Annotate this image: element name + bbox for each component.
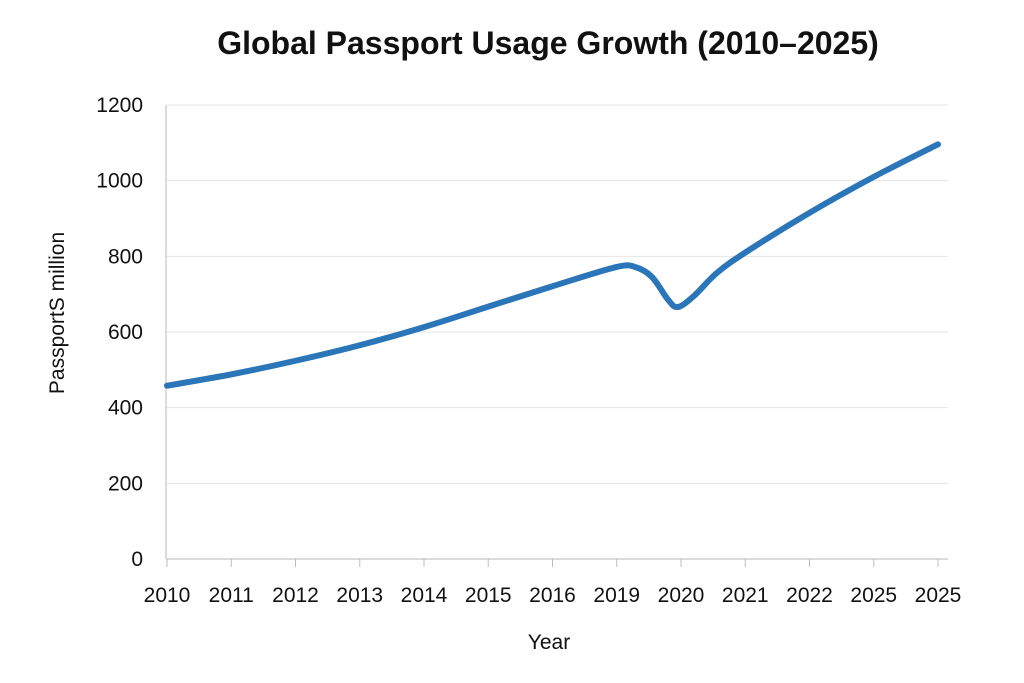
y-tick-label-4: 800	[108, 245, 143, 268]
x-tick-label-1: 2011	[209, 584, 254, 607]
x-tick-label-11: 2025	[850, 584, 897, 607]
x-tick-label-0: 2010	[144, 584, 191, 607]
y-tick-label-3: 600	[108, 321, 143, 344]
x-tick-label-12: 2025	[915, 584, 962, 607]
y-tick-label-2: 400	[108, 397, 143, 420]
chart-title: Global Passport Usage Growth (2010–2025)	[217, 25, 879, 61]
x-tick-label-6: 2016	[529, 584, 576, 607]
gridlines	[166, 104, 948, 484]
x-tick-label-7: 2019	[593, 584, 640, 607]
x-axis-title: Year	[528, 631, 570, 654]
x-tick-label-3: 2013	[336, 584, 383, 607]
y-tick-label-0: 0	[131, 548, 143, 571]
y-tick-label-6: 1200	[96, 94, 143, 117]
x-tick-label-9: 2021	[722, 584, 769, 607]
series-line-0	[164, 141, 941, 389]
y-tick-label-1: 200	[108, 472, 143, 495]
series-layer	[164, 141, 941, 389]
x-tick-label-5: 2015	[465, 584, 512, 607]
x-tick-label-2: 2012	[272, 584, 319, 607]
y-axis-title: PassportS million	[46, 232, 69, 394]
axes: 0 200 400 600 800 1000 1200 2010 2011 2012 2013 201…	[96, 94, 961, 607]
x-tick-label-10: 2022	[786, 584, 833, 607]
y-tick-label-5: 1000	[96, 170, 143, 193]
x-tick-label-8: 2020	[658, 584, 705, 607]
x-tick-label-4: 2014	[401, 584, 448, 607]
